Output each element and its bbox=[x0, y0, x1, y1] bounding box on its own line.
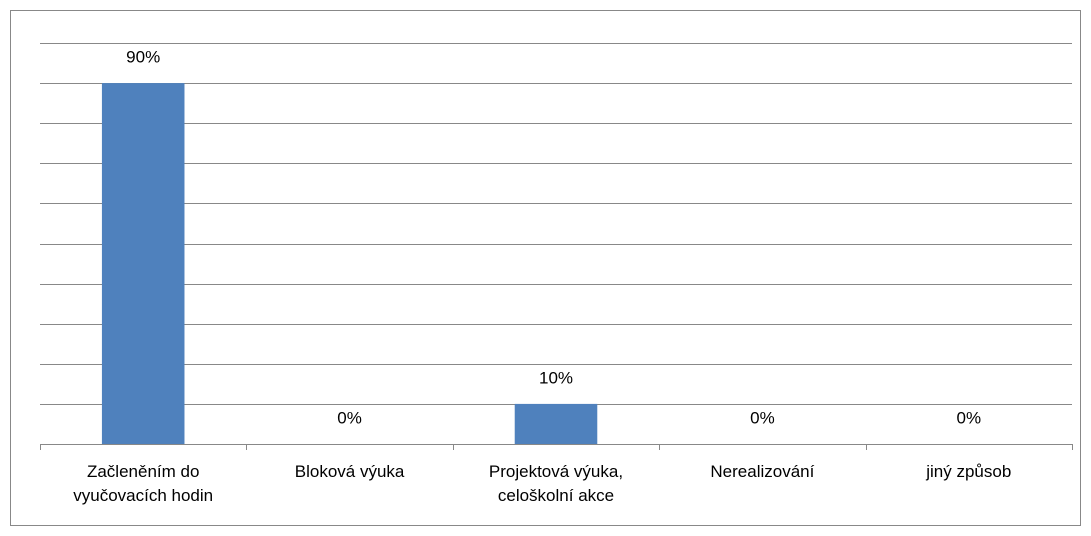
x-tick-label: Nerealizování bbox=[710, 462, 815, 481]
bar bbox=[514, 403, 598, 444]
data-label: 0% bbox=[957, 408, 982, 427]
data-label: 0% bbox=[750, 408, 775, 427]
x-tick-label: Začleněním do vyučovacích hodin bbox=[73, 462, 214, 505]
data-label: 0% bbox=[337, 408, 362, 427]
data-label: 10% bbox=[539, 368, 573, 387]
data-label: 90% bbox=[126, 48, 160, 67]
bar bbox=[101, 83, 185, 444]
x-tick-label: jiný způsob bbox=[926, 462, 1012, 481]
x-tick-label: Projektová výuka, celoškolní akce bbox=[488, 462, 624, 505]
x-tick-label: Bloková výuka bbox=[294, 462, 405, 481]
